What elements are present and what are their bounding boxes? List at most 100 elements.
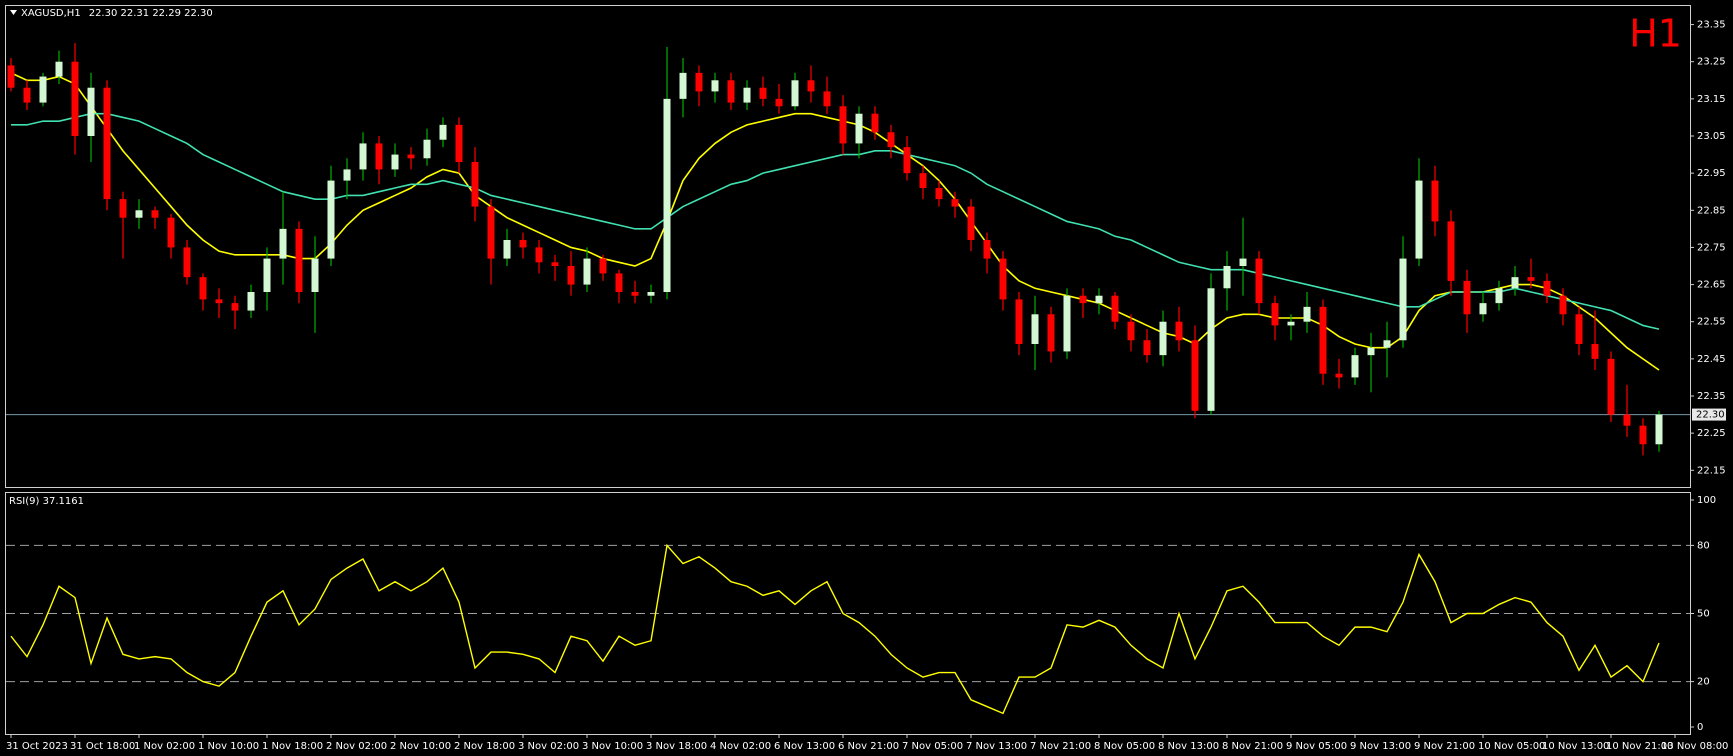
- y-tick-label: 50: [1697, 609, 1710, 620]
- candle-body: [295, 228, 303, 292]
- x-tick-label: 3 Nov 10:00: [582, 741, 643, 752]
- price-panel-frame: [5, 5, 1691, 488]
- candle-body: [1031, 314, 1039, 344]
- y-tick-label: 0: [1697, 722, 1703, 733]
- candle-body: [1287, 321, 1295, 326]
- candle-body: [887, 132, 895, 148]
- candle-body: [183, 247, 191, 278]
- candle-body: [1415, 180, 1423, 259]
- y-tick-label: 100: [1697, 495, 1716, 506]
- x-tick-label: 1 Nov 10:00: [198, 741, 259, 752]
- x-tick-label: 3 Nov 02:00: [518, 741, 579, 752]
- candle-body: [1143, 340, 1151, 356]
- candle-body: [327, 180, 335, 259]
- candle-body: [871, 113, 879, 133]
- candle-body: [839, 106, 847, 144]
- candle-body: [1079, 295, 1087, 304]
- y-tick-label: 22.25: [1697, 428, 1726, 439]
- candle-body: [1191, 340, 1199, 411]
- candle-body: [1639, 425, 1647, 445]
- y-tick-label: 22.95: [1697, 168, 1726, 179]
- candle-body: [727, 80, 735, 103]
- candle-body: [1399, 258, 1407, 341]
- candle-body: [1015, 299, 1023, 344]
- candle-body: [439, 124, 447, 140]
- candle-body: [935, 188, 943, 200]
- candle-body: [39, 76, 47, 103]
- candle-body: [535, 247, 543, 263]
- candle-body: [1447, 221, 1455, 281]
- x-tick-label: 8 Nov 13:00: [1158, 741, 1219, 752]
- moving-average-line: [11, 112, 1660, 330]
- candle-body: [103, 87, 111, 200]
- candle-body: [7, 65, 15, 88]
- candle-body: [1111, 295, 1119, 322]
- candle-body: [999, 258, 1007, 300]
- candle-body: [519, 240, 527, 248]
- y-tick-label: 23.25: [1697, 57, 1726, 68]
- candle-body: [247, 292, 255, 311]
- candle-body: [23, 87, 31, 103]
- x-tick-label: 8 Nov 21:00: [1222, 741, 1283, 752]
- x-tick-label: 10 Nov 21:00: [1606, 741, 1673, 752]
- last-price-box: [1692, 408, 1726, 421]
- candle-body: [1559, 295, 1567, 315]
- candle-body: [967, 206, 975, 240]
- x-tick-label: 9 Nov 21:00: [1414, 741, 1475, 752]
- candle-body: [87, 87, 95, 136]
- y-tick-label: 22.35: [1697, 391, 1726, 402]
- x-tick-label: 31 Oct 18:00: [70, 741, 135, 752]
- candle-body: [1063, 295, 1071, 352]
- candle-body: [359, 143, 367, 170]
- candle-body: [663, 98, 671, 292]
- candle-body: [1367, 347, 1375, 356]
- candle-body: [375, 143, 383, 170]
- x-tick-label: 7 Nov 13:00: [966, 741, 1027, 752]
- x-tick-label: 6 Nov 13:00: [774, 741, 835, 752]
- y-tick-label: 80: [1697, 540, 1710, 551]
- rsi-line: [10, 543, 1660, 715]
- y-tick-label: 22.75: [1697, 242, 1726, 253]
- candle-body: [455, 124, 463, 162]
- x-tick-label: 7 Nov 21:00: [1030, 741, 1091, 752]
- candle-body: [1543, 280, 1551, 296]
- timeframe-badge: H1: [1629, 12, 1682, 56]
- x-tick-label: 6 Nov 21:00: [838, 741, 899, 752]
- symbol: XAGUSD,H1: [21, 8, 81, 19]
- x-tick-label: 2 Nov 02:00: [326, 741, 387, 752]
- candle-body: [1655, 414, 1663, 445]
- y-tick-label: 23.15: [1697, 94, 1726, 105]
- x-tick-label: 13 Nov 08:00: [1661, 741, 1728, 752]
- candle-body: [215, 299, 223, 304]
- candle-body: [487, 206, 495, 259]
- x-tick-label: 3 Nov 18:00: [646, 741, 707, 752]
- candle-body: [1255, 258, 1263, 304]
- y-tick-label: 22.55: [1697, 317, 1726, 328]
- candle-body: [1623, 414, 1631, 426]
- candle-body: [263, 258, 271, 292]
- candle-body: [407, 154, 415, 159]
- candle-body: [231, 303, 239, 311]
- candle-body: [71, 61, 79, 136]
- candle-body: [711, 80, 719, 92]
- candle-body: [1335, 373, 1343, 378]
- candle-body: [167, 217, 175, 248]
- x-tick-label: 10 Nov 13:00: [1542, 741, 1609, 752]
- candle-body: [679, 72, 687, 99]
- candle-body: [1463, 280, 1471, 315]
- last-price-label: 22.30: [1696, 410, 1725, 421]
- candle-body: [1047, 314, 1055, 352]
- candle-body: [919, 173, 927, 188]
- y-tick-label: 20: [1697, 677, 1710, 688]
- candle-body: [391, 154, 399, 170]
- x-tick-label: 9 Nov 05:00: [1286, 741, 1347, 752]
- candle-body: [1127, 321, 1135, 341]
- candle-body: [759, 87, 767, 99]
- x-tick-label: 2 Nov 18:00: [454, 741, 515, 752]
- candle-body: [311, 258, 319, 292]
- candle-body: [743, 87, 751, 103]
- y-tick-label: 22.85: [1697, 205, 1726, 216]
